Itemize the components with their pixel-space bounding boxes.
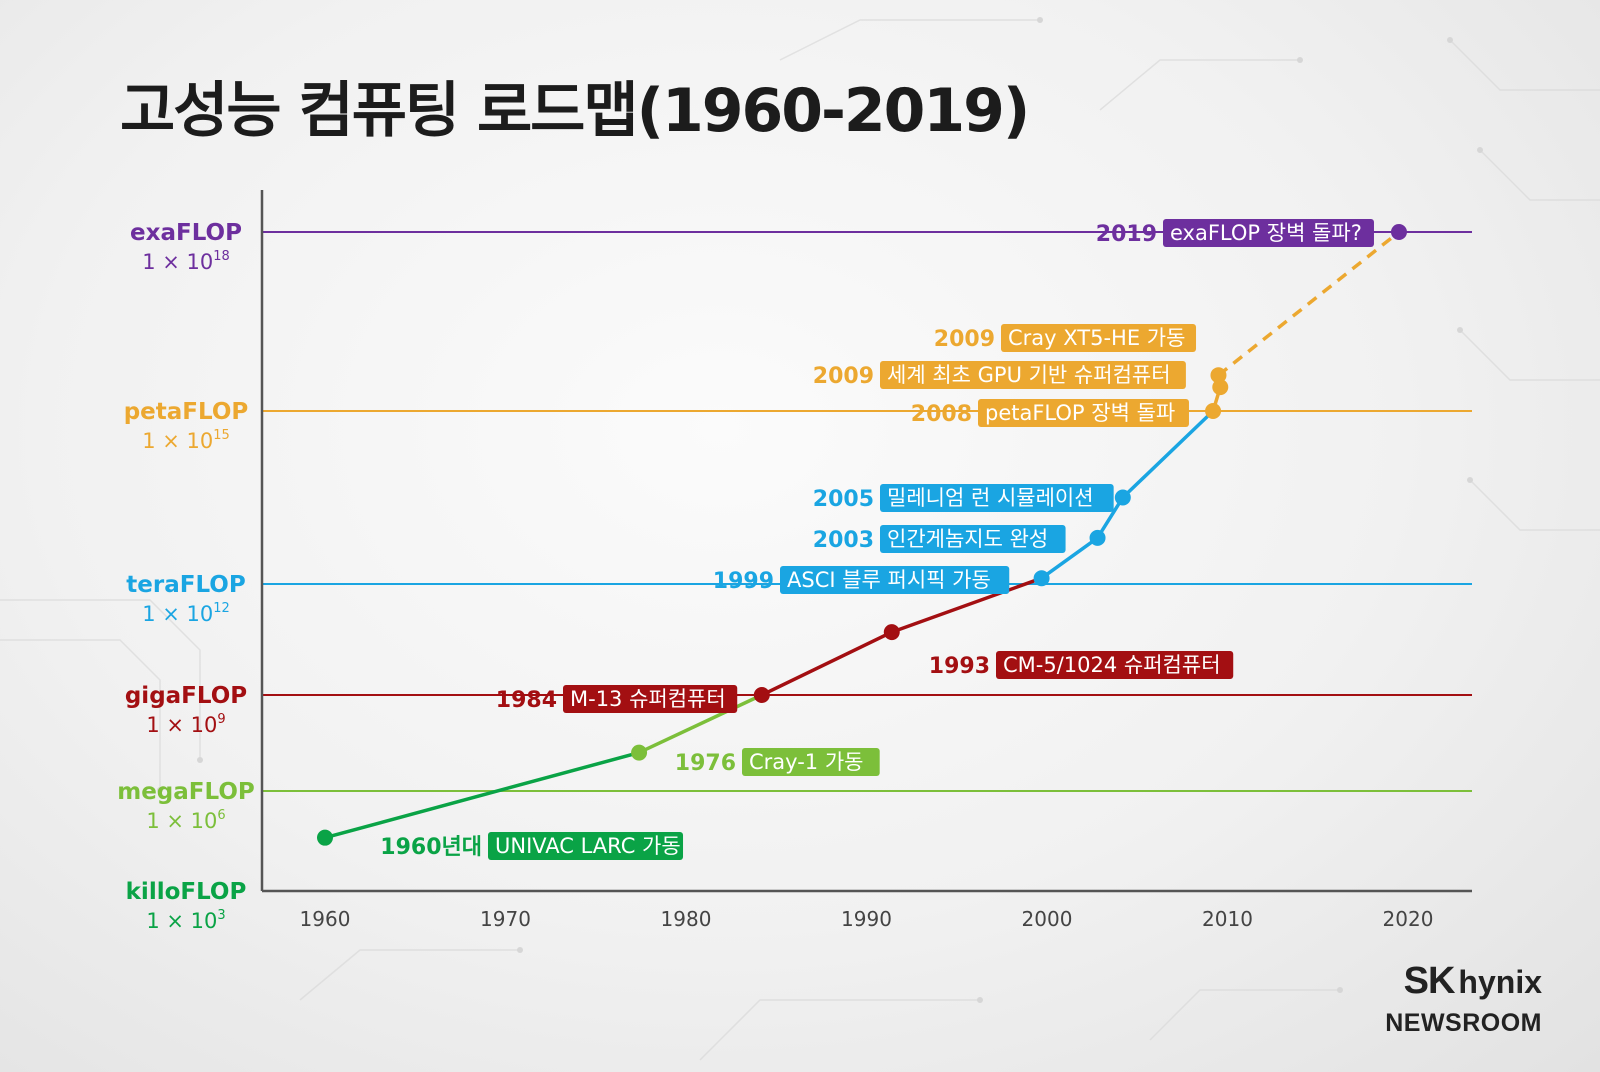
milestone-label: exaFLOP 장벽 돌파?	[1170, 221, 1362, 245]
sk-hynix-newsroom-logo: SK hynix NEWSROOM	[1385, 960, 1542, 1038]
milestone-label-box	[880, 484, 1114, 512]
milestone-9: 세계 최초 GPU 기반 슈퍼컴퓨터 2009	[813, 361, 1186, 389]
series-line-1	[324, 750, 640, 840]
milestone-label-box	[880, 361, 1186, 389]
series-line-4	[1040, 409, 1215, 580]
x-tick-label-1960: 1960	[300, 907, 351, 931]
milestone-6: 인간게놈지도 완성 2003	[813, 525, 1066, 553]
milestone-label-box	[1001, 324, 1197, 352]
y-level-label-teraflop: teraFLOP	[126, 572, 245, 598]
milestone-year: 2003	[813, 528, 874, 553]
milestone-label: CM-5/1024 슈퍼컴퓨터	[1003, 653, 1221, 677]
milestone-label: petaFLOP 장벽 돌파	[985, 401, 1175, 425]
milestone-label-box	[880, 525, 1066, 553]
milestone-year: 2019	[1096, 222, 1157, 247]
milestone-year: 1999	[713, 569, 774, 594]
milestone-year: 1993	[929, 654, 990, 679]
y-level-value-megaflop: 1 × 106	[146, 808, 225, 833]
y-level-value-killoflop: 1 × 103	[146, 908, 225, 933]
milestone-year: 2008	[911, 402, 972, 427]
data-point-8	[1205, 403, 1222, 419]
milestone-label: UNIVAC LARC 가동	[495, 834, 681, 858]
y-level-label-megaflop: megaFLOP	[117, 779, 255, 805]
y-level-value-teraflop: 1 × 1012	[142, 601, 230, 626]
milestone-label-box	[1163, 219, 1374, 247]
milestone-3: M-13 슈퍼컴퓨터 1984	[496, 685, 738, 713]
circuit-background	[0, 19, 1600, 1061]
milestone-7: 밀레니엄 런 시뮬레이션 2005	[813, 484, 1114, 512]
milestone-label-box	[742, 748, 880, 776]
milestone-label: 인간게놈지도 완성	[887, 527, 1048, 551]
milestone-label-box	[488, 832, 684, 860]
milestone-year: 2009	[813, 364, 874, 389]
milestone-label: 세계 최초 GPU 기반 슈퍼컴퓨터	[887, 363, 1171, 387]
y-level-value-gigaflop: 1 × 109	[146, 712, 225, 737]
x-tick-label-1980: 1980	[661, 907, 712, 931]
circuit-dots	[157, 17, 1483, 1003]
milestone-year: 2009	[934, 327, 995, 352]
x-tick-label-2010: 2010	[1202, 907, 1253, 931]
milestone-label-box	[996, 651, 1234, 679]
data-point-1	[317, 829, 333, 846]
milestone-label: Cray-1 가동	[749, 750, 863, 774]
brand-newsroom: NEWSROOM	[1385, 1009, 1542, 1037]
milestone-1: UNIVAC LARC 가동 1960년대	[380, 832, 684, 860]
y-level-label-killoflop: killoFLOP	[126, 879, 247, 905]
milestone-year: 1984	[496, 688, 557, 713]
milestone-5: ASCI 블루 퍼시픽 가동 1999	[713, 566, 1010, 594]
milestone-label: Cray XT5-HE 가동	[1008, 326, 1185, 350]
data-point-4	[883, 624, 900, 641]
data-point-11	[1390, 224, 1407, 240]
x-tick-label-1990: 1990	[841, 907, 892, 931]
y-level-label-gigaflop: gigaFLOP	[125, 683, 247, 709]
y-level-label-exaflop: exaFLOP	[130, 220, 242, 246]
data-point-3	[753, 687, 770, 703]
x-tick-label-2000: 2000	[1022, 907, 1073, 931]
data-point-6	[1089, 529, 1106, 546]
series-line-6	[1217, 230, 1401, 377]
milestone-label-box	[563, 685, 738, 713]
milestone-label-box	[780, 566, 1010, 594]
milestone-year: 1976	[675, 751, 736, 776]
milestone-year: 1960년대	[380, 835, 482, 860]
data-point-7	[1114, 489, 1131, 506]
data-point-10	[1210, 367, 1227, 384]
x-tick-label-2020: 2020	[1383, 907, 1434, 931]
y-level-label-petaflop: petaFLOP	[124, 399, 249, 425]
milestone-11: exaFLOP 장벽 돌파? 2019	[1096, 219, 1374, 247]
brand-sk: SK	[1403, 960, 1456, 1002]
brand-hynix: hynix	[1458, 964, 1542, 1000]
y-level-value-exaflop: 1 × 1018	[142, 249, 230, 274]
milestone-10: Cray XT5-HE 가동 2009	[934, 324, 1197, 352]
milestone-8: petaFLOP 장벽 돌파 2008	[911, 399, 1189, 427]
milestone-label: M-13 슈퍼컴퓨터	[570, 687, 726, 711]
milestone-2: Cray-1 가동 1976	[675, 748, 880, 776]
page-title: 고성능 컴퓨팅 로드맵(1960-2019)	[120, 76, 1030, 146]
series-line-2	[638, 693, 763, 755]
milestone-4: CM-5/1024 슈퍼컴퓨터 1993	[929, 651, 1234, 679]
y-level-value-petaflop: 1 × 1015	[142, 428, 230, 453]
milestone-year: 2005	[813, 487, 874, 512]
data-point-5	[1033, 570, 1050, 587]
data-point-2	[631, 744, 648, 761]
milestone-label-box	[978, 399, 1189, 427]
milestone-label: ASCI 블루 퍼시픽 가동	[787, 568, 991, 592]
x-tick-label-1970: 1970	[480, 907, 531, 931]
milestone-label: 밀레니엄 런 시뮬레이션	[887, 486, 1094, 510]
